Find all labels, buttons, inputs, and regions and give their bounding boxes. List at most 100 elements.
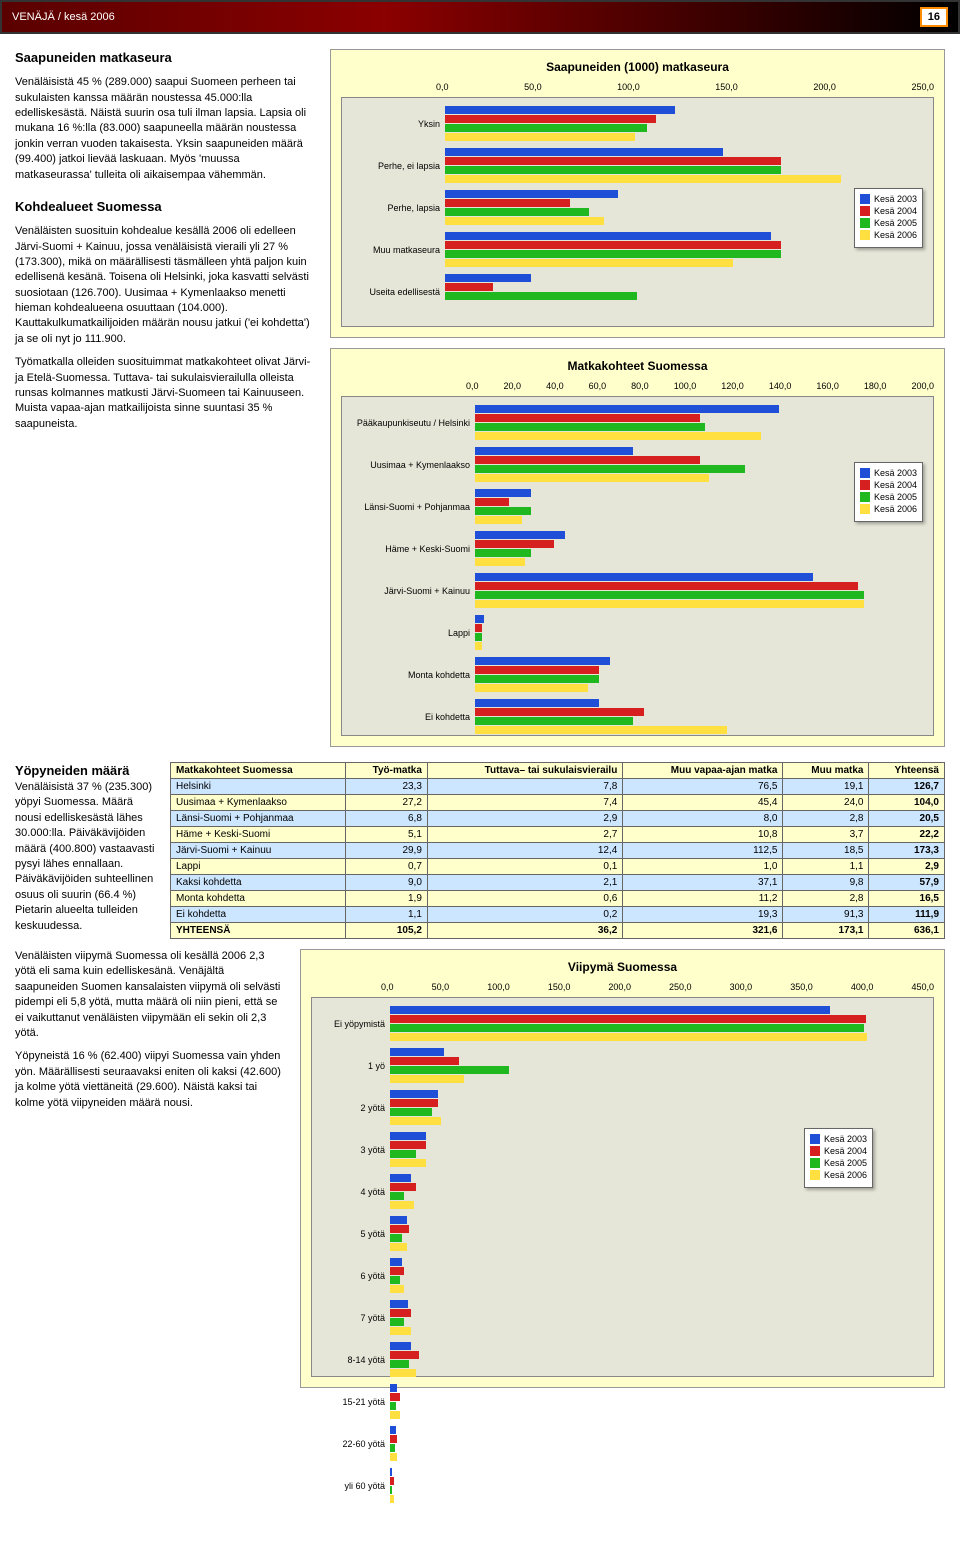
- bar: [445, 250, 781, 258]
- bar: [390, 1057, 459, 1065]
- table-cell: 2,9: [869, 859, 945, 875]
- bar: [390, 1426, 396, 1434]
- bar-label: Pääkaupunkiseutu / Helsinki: [350, 418, 475, 428]
- chart2-xaxis: 0,020,040,060,080,0100,0120,0140,0160,01…: [341, 381, 934, 391]
- bar: [445, 283, 493, 291]
- x-tick: 250,0: [669, 982, 692, 992]
- bar-label: Useita edellisestä: [350, 287, 445, 297]
- bar: [475, 456, 700, 464]
- bar: [475, 615, 484, 623]
- bar: [390, 1015, 866, 1023]
- x-tick: 0,0: [466, 381, 479, 391]
- bar-label: 3 yötä: [320, 1145, 390, 1155]
- bar: [475, 633, 482, 641]
- table-cell: 24,0: [783, 795, 869, 811]
- table-cell: 6,8: [345, 811, 427, 827]
- bar-label: Uusimaa + Kymenlaakso: [350, 460, 475, 470]
- bar-group: Järvi-Suomi + Kainuu: [350, 573, 925, 609]
- table-cell: 10,8: [623, 827, 783, 843]
- bar-group: 22-60 yötä: [320, 1426, 925, 1462]
- chart2: Matkakohteet Suomessa 0,020,040,060,080,…: [330, 348, 945, 747]
- bar: [445, 274, 531, 282]
- bar: [445, 157, 781, 165]
- bar-label: 8-14 yötä: [320, 1355, 390, 1365]
- bar-group: yli 60 yötä: [320, 1468, 925, 1504]
- table-cell: 0,1: [427, 859, 622, 875]
- bar-label: 4 yötä: [320, 1187, 390, 1197]
- bar: [475, 726, 727, 734]
- bar-group: Useita edellisestä: [350, 274, 925, 310]
- x-tick: 40,0: [546, 381, 564, 391]
- table-total-row: YHTEENSÄ105,236,2321,6173,1636,1: [171, 923, 945, 939]
- bar: [390, 1477, 394, 1485]
- legend-item: Kesä 2006: [810, 1170, 867, 1180]
- x-tick: 450,0: [911, 982, 934, 992]
- bar: [390, 1327, 411, 1335]
- x-tick: 0,0: [381, 982, 394, 992]
- table-header: Tuttava– tai sukulaisvierailu: [427, 763, 622, 779]
- x-tick: 200,0: [911, 381, 934, 391]
- bar-group: Ei yöpymistä: [320, 1006, 925, 1042]
- table-cell: Monta kohdetta: [171, 891, 346, 907]
- bar-group: Länsi-Suomi + Pohjanmaa: [350, 489, 925, 525]
- bar: [475, 684, 588, 692]
- table-cell: 112,5: [623, 843, 783, 859]
- table-cell: Järvi-Suomi + Kainuu: [171, 843, 346, 859]
- table-cell: 1,1: [783, 859, 869, 875]
- bar: [445, 175, 841, 183]
- bar-label: Ei kohdetta: [350, 712, 475, 722]
- x-tick: 100,0: [487, 982, 510, 992]
- x-tick: 60,0: [589, 381, 607, 391]
- bar: [445, 106, 675, 114]
- table-cell: 1,1: [345, 907, 427, 923]
- bar: [475, 489, 531, 497]
- bar: [475, 423, 705, 431]
- chart2-legend: Kesä 2003Kesä 2004Kesä 2005Kesä 2006: [854, 462, 923, 522]
- bar: [475, 600, 864, 608]
- section1-heading: Saapuneiden matkaseura: [15, 49, 315, 67]
- bar: [475, 498, 509, 506]
- bar: [390, 1141, 426, 1149]
- bar: [390, 1411, 400, 1419]
- bar: [475, 582, 858, 590]
- table-header: Matkakohteet Suomessa: [171, 763, 346, 779]
- table-cell: 91,3: [783, 907, 869, 923]
- bar: [475, 414, 700, 422]
- bar: [390, 1174, 411, 1182]
- chart1-legend: Kesä 2003Kesä 2004Kesä 2005Kesä 2006: [854, 188, 923, 248]
- bar: [390, 1090, 438, 1098]
- chart1-title: Saapuneiden (1000) matkaseura: [341, 60, 934, 74]
- bar: [390, 1435, 397, 1443]
- bar: [475, 717, 633, 725]
- legend-item: Kesä 2005: [860, 218, 917, 228]
- table-cell: 5,1: [345, 827, 427, 843]
- bar: [390, 1108, 432, 1116]
- bar: [390, 1201, 414, 1209]
- bar: [390, 1285, 404, 1293]
- bar-label: Järvi-Suomi + Kainuu: [350, 586, 475, 596]
- legend-item: Kesä 2005: [860, 492, 917, 502]
- bar: [445, 166, 781, 174]
- table-cell: 1,9: [345, 891, 427, 907]
- bar: [390, 1117, 441, 1125]
- bar: [390, 1384, 397, 1392]
- bar: [390, 1351, 419, 1359]
- bar: [475, 549, 531, 557]
- x-tick: 300,0: [730, 982, 753, 992]
- bar-label: Ei yöpymistä: [320, 1019, 390, 1029]
- bar: [475, 507, 531, 515]
- legend-item: Kesä 2003: [860, 194, 917, 204]
- table-cell: Kaksi kohdetta: [171, 875, 346, 891]
- chart3: Viipymä Suomessa 0,050,0100,0150,0200,02…: [300, 949, 945, 1388]
- table-row: Kaksi kohdetta9,02,137,19,857,9: [171, 875, 945, 891]
- bar: [475, 675, 599, 683]
- bar-group: Yksin: [350, 106, 925, 142]
- header-title: VENÄJÄ / kesä 2006: [12, 11, 115, 23]
- table-cell: 321,6: [623, 923, 783, 939]
- bar: [390, 1276, 400, 1284]
- table-cell: 7,8: [427, 779, 622, 795]
- table-row: Uusimaa + Kymenlaakso27,27,445,424,0104,…: [171, 795, 945, 811]
- table-header: Muu matka: [783, 763, 869, 779]
- table-cell: 2,8: [783, 811, 869, 827]
- bar: [390, 1075, 464, 1083]
